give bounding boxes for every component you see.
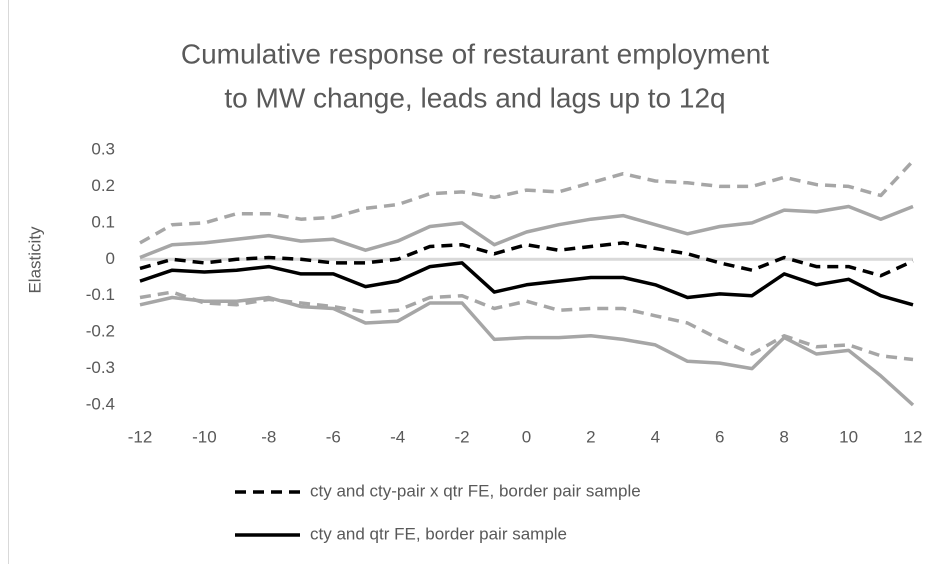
x-tick-label: 2: [586, 427, 595, 446]
x-tick-label: 8: [779, 427, 788, 446]
x-tick-label: -8: [261, 427, 276, 446]
legend-label: cty and cty-pair x qtr FE, border pair s…: [310, 481, 641, 500]
series-line: [139, 290, 914, 362]
y-tick-label: 0.3: [91, 139, 115, 158]
legend-label: cty and qtr FE, border pair sample: [310, 524, 567, 543]
x-tick-label: 12: [904, 427, 923, 446]
x-tick-label: 6: [715, 427, 724, 446]
y-tick-label: 0: [106, 249, 115, 268]
x-tick-label: -10: [192, 427, 217, 446]
chart-title: Cumulative response of restaurant employ…: [181, 38, 770, 69]
x-tick-label: -12: [128, 427, 153, 446]
y-tick-label: -0.1: [86, 285, 115, 304]
y-axis-label: Elasticity: [25, 226, 44, 294]
x-tick-label: 0: [522, 427, 531, 446]
y-tick-label: 0.2: [91, 176, 115, 195]
chart-title: to MW change, leads and lags up to 12q: [224, 82, 725, 113]
series-line: [139, 295, 915, 407]
series-line: [139, 204, 914, 260]
x-tick-label: -2: [455, 427, 470, 446]
y-tick-label: -0.2: [86, 322, 115, 341]
x-tick-label: 10: [839, 427, 858, 446]
series-line: [139, 261, 914, 307]
x-tick-label: 4: [651, 427, 660, 446]
series-line: [139, 241, 914, 278]
y-tick-label: -0.4: [86, 394, 115, 413]
y-tick-label: -0.3: [86, 358, 115, 377]
y-tick-label: 0.1: [91, 212, 115, 231]
series-line: [139, 159, 915, 245]
x-tick-label: -6: [326, 427, 341, 446]
x-tick-label: -4: [390, 427, 405, 446]
